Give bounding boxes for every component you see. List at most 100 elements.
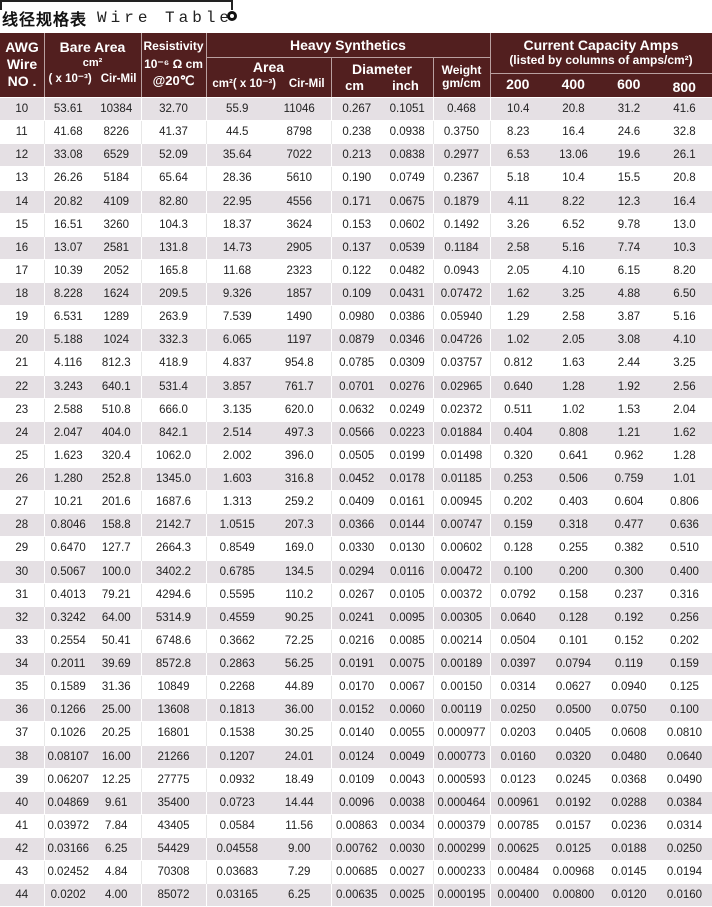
- cell-amps-600: 0.0480: [601, 744, 657, 769]
- cell-resistivity: 666.0: [141, 397, 207, 422]
- cell-bare-area-cirmil: 158.8: [92, 513, 142, 537]
- cell-resistivity: 104.3: [141, 212, 207, 237]
- cell-diameter-cm: 0.0409: [331, 490, 382, 514]
- cell-weight: 0.01884: [433, 420, 491, 445]
- cell-area-cm: 2.514: [206, 420, 268, 445]
- cell-diameter-cm: 0.0241: [331, 605, 382, 630]
- cell-amps-600: 1.92: [601, 374, 657, 399]
- amps-col-200: 200: [506, 76, 530, 92]
- cell-amps-200: 0.00625: [490, 836, 546, 861]
- cell-amps-200: 0.159: [490, 513, 546, 537]
- cell-area-cirmil: 14.44: [268, 790, 332, 815]
- cell-amps-800: 0.0250: [657, 836, 712, 861]
- cell-amps-600: 1.21: [601, 420, 657, 445]
- cell-weight: 0.1184: [433, 235, 491, 260]
- cell-area-cm: 0.04558: [206, 836, 268, 861]
- cell-area-cm: 11.68: [206, 258, 268, 283]
- cell-diameter-cm: 0.0505: [331, 443, 382, 468]
- cell-bare-area-cirmil: 79.21: [92, 582, 142, 607]
- title-english: Wire Table: [97, 9, 234, 27]
- cell-amps-800: 0.202: [657, 628, 712, 653]
- cell-amps-200: 0.0160: [490, 744, 546, 769]
- cell-awg: 34: [0, 651, 45, 676]
- cell-weight: 0.1492: [433, 212, 491, 237]
- cell-bare-area-cirmil: 510.8: [92, 397, 142, 422]
- cell-weight: 0.00214: [433, 628, 491, 653]
- cell-amps-400: 0.641: [546, 443, 601, 468]
- cell-diameter-inch: 0.0095: [382, 605, 434, 630]
- cell-resistivity: 13608: [141, 698, 207, 722]
- cell-weight: 0.00472: [433, 559, 491, 584]
- cell-bare-area-cirmil: 640.1: [92, 374, 142, 399]
- cell-resistivity: 5314.9: [141, 605, 207, 630]
- cell-amps-200: 0.812: [490, 351, 546, 375]
- cell-amps-200: 0.640: [490, 374, 546, 399]
- cell-awg: 14: [0, 189, 45, 214]
- cell-resistivity: 4294.6: [141, 582, 207, 607]
- cell-amps-600: 3.87: [601, 305, 657, 329]
- cell-area-cirmil: 3624: [268, 212, 332, 237]
- cell-weight: 0.00602: [433, 536, 491, 560]
- cell-diameter-cm: 0.238: [331, 120, 382, 144]
- cell-bare-area-cirmil: 16.00: [92, 744, 142, 769]
- cell-diameter-cm: 0.0170: [331, 675, 382, 699]
- cell-area-cm: 0.2268: [206, 675, 268, 699]
- cell-diameter-inch: 0.0838: [382, 143, 434, 167]
- cell-diameter-cm: 0.0191: [331, 651, 382, 676]
- table-row: 12 33.08 6529 52.09 35.64 7022 0.213 0.0838 0.29…: [0, 143, 712, 167]
- cell-resistivity: 85072: [141, 883, 207, 907]
- cell-bare-area-cm: 4.116: [44, 351, 92, 375]
- cell-awg: 17: [0, 258, 45, 283]
- cell-bare-area-cm: 0.6470: [44, 536, 92, 560]
- cell-bare-area-cm: 53.61: [44, 96, 92, 121]
- cell-bare-area-cirmil: 25.00: [92, 698, 142, 722]
- cell-amps-800: 1.28: [657, 443, 712, 468]
- cell-amps-600: 3.08: [601, 328, 657, 352]
- cell-bare-area-cm: 0.03166: [44, 836, 92, 861]
- cell-bare-area-cirmil: 1289: [92, 305, 142, 329]
- cell-weight: 0.00372: [433, 582, 491, 607]
- cell-area-cirmil: 44.89: [268, 675, 332, 699]
- cell-diameter-inch: 0.0038: [382, 790, 434, 815]
- cell-resistivity: 332.3: [141, 328, 207, 352]
- cell-diameter-inch: 0.0034: [382, 813, 434, 838]
- cell-amps-600: 31.2: [601, 96, 657, 121]
- cell-area-cm: 1.313: [206, 490, 268, 514]
- cell-amps-800: 1.62: [657, 420, 712, 445]
- cell-amps-200: 0.0640: [490, 605, 546, 630]
- diameter-inch: inch: [392, 78, 419, 94]
- cell-area-cirmil: 24.01: [268, 744, 332, 769]
- cell-area-cm: 0.0932: [206, 767, 268, 792]
- amps-col-800: 800: [672, 79, 696, 95]
- table-row: 25 1.623 320.4 1062.0 2.002 396.0 0.0505 0.0199…: [0, 443, 712, 468]
- cell-amps-400: 0.0627: [546, 675, 601, 699]
- cell-amps-800: 0.0490: [657, 767, 712, 792]
- cell-diameter-inch: 0.0431: [382, 281, 434, 306]
- cell-amps-400: 0.128: [546, 605, 601, 630]
- cell-amps-600: 12.3: [601, 189, 657, 214]
- cell-amps-200: 5.18: [490, 166, 546, 190]
- cell-resistivity: 842.1: [141, 420, 207, 445]
- cell-amps-800: 2.56: [657, 374, 712, 399]
- area-sub-cirmil: Cir-Mil: [288, 78, 325, 91]
- cell-diameter-cm: 0.0216: [331, 628, 382, 653]
- cell-resistivity: 3402.2: [141, 559, 207, 584]
- cell-bare-area-cm: 1.623: [44, 443, 92, 468]
- table-row: 29 0.6470 127.7 2664.3 0.8549 169.0 0.0330 0.01…: [0, 536, 712, 560]
- cell-amps-600: 0.0608: [601, 721, 657, 745]
- cell-diameter-inch: 0.0309: [382, 351, 434, 375]
- cell-amps-600: 0.0236: [601, 813, 657, 838]
- cell-area-cirmil: 36.00: [268, 698, 332, 722]
- cell-weight: 0.0943: [433, 258, 491, 283]
- cell-area-cirmil: 1197: [268, 328, 332, 352]
- cell-amps-200: 3.26: [490, 212, 546, 237]
- cell-amps-600: 0.119: [601, 651, 657, 676]
- cell-area-cm: 0.8549: [206, 536, 268, 560]
- cell-amps-800: 26.1: [657, 143, 712, 167]
- cell-amps-200: 0.253: [490, 466, 546, 491]
- cell-area-cm: 3.135: [206, 397, 268, 422]
- cell-resistivity: 41.37: [141, 120, 207, 144]
- cell-amps-800: 10.3: [657, 235, 712, 260]
- resistivity-unit: 10⁻⁶ Ω cm: [144, 57, 203, 72]
- cell-awg: 12: [0, 143, 45, 167]
